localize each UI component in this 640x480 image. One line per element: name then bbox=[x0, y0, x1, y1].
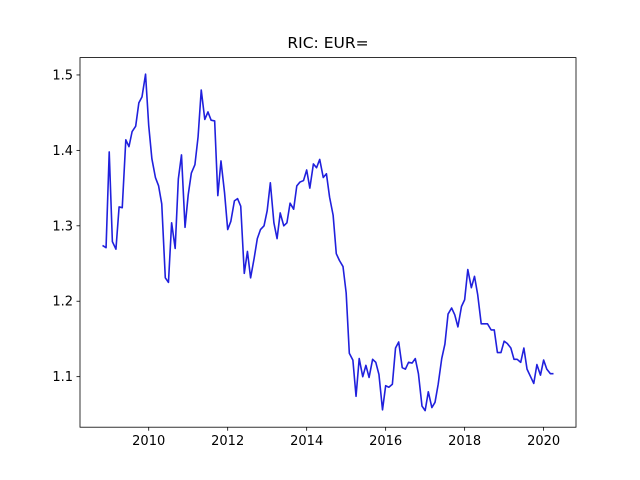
x-tick-label: 2016 bbox=[369, 434, 402, 449]
y-tick-label: 1.2 bbox=[52, 295, 73, 310]
x-tick-label: 2014 bbox=[290, 434, 323, 449]
y-tick-label: 1.4 bbox=[52, 144, 73, 159]
x-tick-label: 2020 bbox=[527, 434, 560, 449]
y-tick-label: 1.1 bbox=[52, 370, 73, 385]
y-tick-label: 1.5 bbox=[52, 68, 73, 83]
data-line bbox=[102, 73, 554, 412]
chart-title: RIC: EUR= bbox=[287, 34, 368, 52]
x-tick-label: 2012 bbox=[211, 434, 244, 449]
x-tick-label: 2010 bbox=[132, 434, 165, 449]
x-tick-label: 2018 bbox=[448, 434, 481, 449]
plot-frame bbox=[79, 57, 577, 428]
y-tick-label: 1.3 bbox=[52, 219, 73, 234]
